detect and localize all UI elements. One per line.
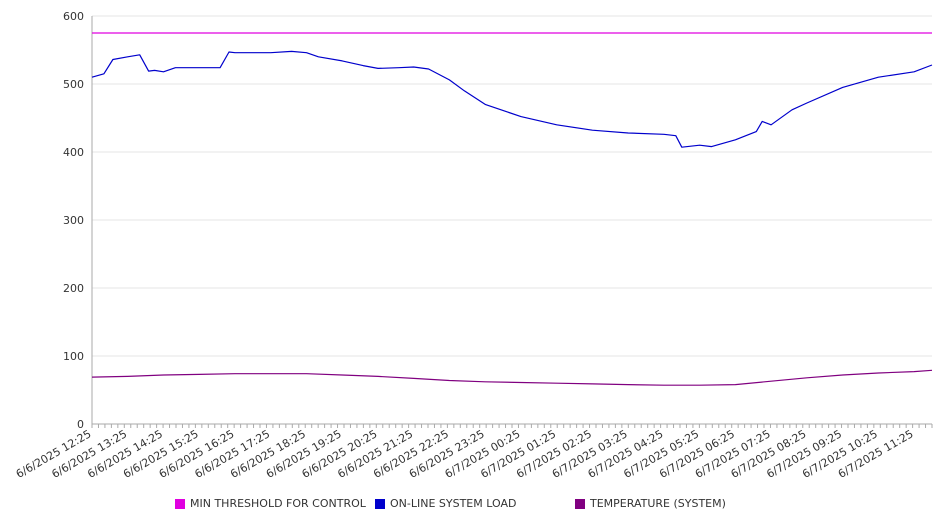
y-tick-label: 200: [63, 282, 84, 295]
grid-lines: [92, 15, 932, 357]
legend-item-temperature[interactable]: TEMPERATURE (SYSTEM): [575, 497, 726, 510]
legend-item-min-threshold[interactable]: MIN THRESHOLD FOR CONTROL: [175, 497, 366, 510]
y-axis-tick-labels: 0 100 200 300 400 500 600: [63, 10, 84, 431]
legend-swatch-min-threshold: [175, 498, 185, 509]
y-tick-label: 400: [63, 146, 84, 159]
legend-label-temperature: TEMPERATURE (SYSTEM): [590, 497, 726, 510]
legend-swatch-temperature: [575, 498, 585, 509]
y-tick-label: 500: [63, 78, 84, 91]
temperature-line: [91, 369, 933, 386]
legend-swatch-system-load: [375, 498, 385, 509]
axes: [91, 16, 933, 428]
x-axis-tick-labels: 6/6/2025 12:256/6/2025 13:256/6/2025 14:…: [14, 427, 916, 481]
legend-label-min-threshold: MIN THRESHOLD FOR CONTROL: [190, 497, 366, 510]
y-tick-label: 300: [63, 214, 84, 227]
legend: MIN THRESHOLD FOR CONTROL ON-LINE SYSTEM…: [0, 497, 946, 515]
legend-item-system-load[interactable]: ON-LINE SYSTEM LOAD: [375, 497, 516, 510]
y-tick-label: 600: [63, 10, 84, 23]
system-load-line: [91, 50, 933, 148]
y-tick-label: 100: [63, 350, 84, 363]
series-lines: [91, 32, 933, 386]
legend-label-system-load: ON-LINE SYSTEM LOAD: [390, 497, 517, 510]
y-tick-label: 0: [77, 418, 84, 431]
